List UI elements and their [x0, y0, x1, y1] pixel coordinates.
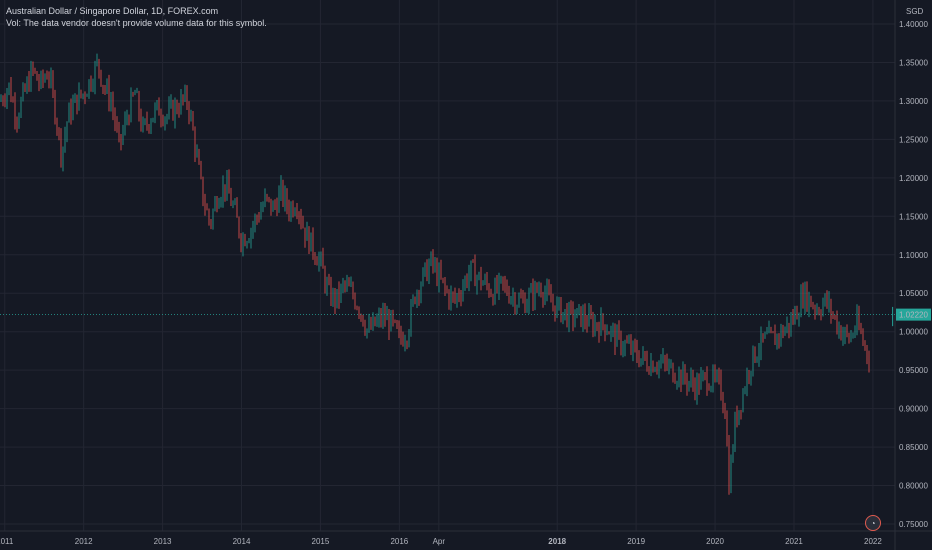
time-tick-label: 2016 — [390, 537, 408, 546]
time-tick-label: 2020 — [706, 537, 724, 546]
price-tick-label: 0.75000 — [899, 520, 928, 529]
price-tick-label: 0.85000 — [899, 443, 928, 452]
price-tick-label: 0.80000 — [899, 482, 928, 491]
price-tick-label: 0.95000 — [899, 366, 928, 375]
candles — [0, 53, 894, 495]
price-tick-label: 1.20000 — [899, 174, 928, 183]
price-tick-label: 0.90000 — [899, 405, 928, 414]
last-price-line: 1.02220 — [0, 308, 931, 321]
price-tick-label: 1.40000 — [899, 20, 928, 29]
time-tick-label: 2012 — [75, 537, 93, 546]
time-tick-label: 2022 — [864, 537, 882, 546]
time-axis[interactable]: 2011 2012 2013 2014 2015 2016 Apr 2018 2019 2020 2… — [0, 537, 882, 546]
price-tick-label: 1.30000 — [899, 97, 928, 106]
time-tick-label: 2011 — [0, 537, 14, 546]
time-tick-label: 2018 — [548, 537, 566, 546]
time-tick-label: Apr — [433, 537, 446, 546]
time-tick-label: 2019 — [627, 537, 645, 546]
price-tick-label: 1.35000 — [899, 58, 928, 67]
price-tick-label: 1.00000 — [899, 328, 928, 337]
time-tick-label: 2014 — [233, 537, 251, 546]
time-tick-label: 2021 — [785, 537, 803, 546]
currency-label: SGD — [906, 7, 924, 16]
price-tick-label: 1.15000 — [899, 212, 928, 221]
time-tick-label: 2015 — [312, 537, 330, 546]
last-price-badge — [896, 308, 931, 321]
last-price-label: 1.02220 — [899, 311, 928, 320]
price-tick-label: 1.10000 — [899, 251, 928, 260]
price-tick-label: 1.25000 — [899, 135, 928, 144]
time-tick-label: 2013 — [154, 537, 172, 546]
tradingview-logo-icon[interactable]: ◔ — [865, 515, 881, 531]
price-axis[interactable]: 0.75000 0.80000 0.85000 0.90000 0.95000 1.000… — [899, 7, 928, 529]
price-tick-label: 1.05000 — [899, 289, 928, 298]
